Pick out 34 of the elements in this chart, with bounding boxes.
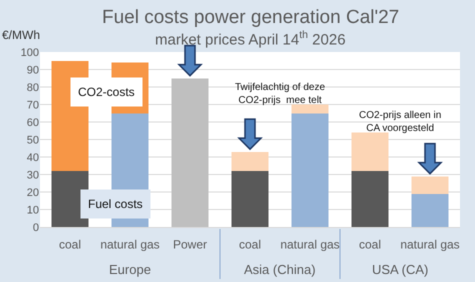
text: Asia (China): [244, 262, 316, 277]
bar: [231, 171, 269, 227]
y-tick-label: 80: [26, 82, 39, 94]
bar: [291, 113, 329, 227]
bar: [351, 132, 389, 171]
bar: [291, 104, 329, 114]
chart-title: Fuel costs power generation Cal'27: [102, 7, 400, 28]
y-tick-label: 40: [26, 152, 39, 164]
y-tick-label: 90: [26, 64, 39, 76]
x-tick-label: coal: [58, 237, 82, 252]
annotation: CO2-prijs alleen in CA voorgesteld: [359, 110, 442, 134]
y-tick-label: 70: [26, 99, 39, 112]
y-tick-label: 60: [26, 116, 39, 129]
y-tick-label: 30: [26, 169, 39, 182]
bar: [351, 171, 389, 227]
x-tick-label: Power: [172, 237, 208, 252]
text: Europe: [109, 262, 151, 277]
y-tick-label: 10: [26, 204, 39, 216]
x-tick-label: coal: [358, 237, 382, 252]
y-tick-label: 100: [20, 46, 39, 59]
x-tick-label: coal: [238, 237, 262, 252]
x-tick-label: natural gas: [400, 237, 460, 252]
chart-subtitle: market prices April 14$^{th}$ 2026: [155, 29, 346, 48]
series-label: Fuel costs: [88, 197, 143, 211]
text: USA (CA): [372, 262, 428, 277]
y-tick-label: 50: [26, 134, 39, 146]
annotation: Twijfelachtig of deze CO2-prijs mee telt: [235, 82, 326, 106]
x-tick-label: natural gas: [100, 237, 160, 252]
y-tick-label: 20: [26, 186, 39, 199]
bar: [411, 194, 449, 227]
y-axis-title: €/MWh: [2, 28, 40, 42]
series-label: CO2-costs: [78, 85, 135, 99]
x-tick-label: natural gas: [280, 237, 340, 252]
y-tick-label: 0: [32, 222, 39, 234]
